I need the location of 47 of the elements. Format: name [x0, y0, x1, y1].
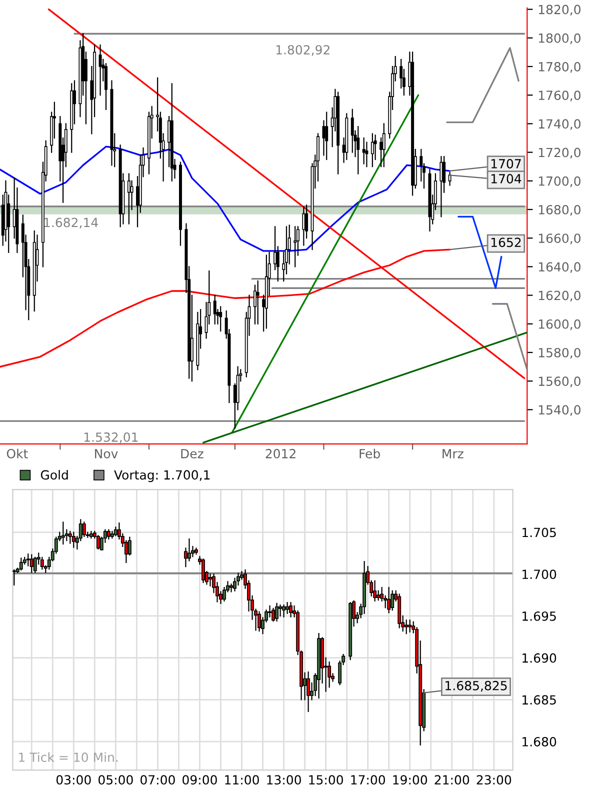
- y-tick-label: 1680,0: [538, 204, 580, 216]
- annotation: 1 Tick = 10 Min.: [19, 752, 118, 762]
- annotation: 1.802,92: [276, 45, 330, 56]
- annotation: 1704: [491, 174, 522, 184]
- x-tick-label: 07:00: [140, 775, 175, 785]
- x-tick-label: 2012: [266, 448, 296, 458]
- y-tick-label: 1820,0: [538, 4, 580, 16]
- annotation: 1652: [491, 238, 521, 248]
- x-tick-label: 15:00: [309, 775, 343, 785]
- y-tick-label: 1540,0: [538, 405, 580, 416]
- x-tick-label: 05:00: [98, 775, 133, 785]
- y-tick-label: 1.700: [522, 570, 556, 580]
- x-tick-label: 11:00: [225, 775, 259, 785]
- x-tick-label: 13:00: [267, 775, 301, 785]
- x-tick-label: Dez: [181, 449, 204, 458]
- x-tick-label: 09:00: [182, 775, 217, 785]
- y-tick-label: 1.705: [522, 528, 556, 538]
- x-tick-label: Feb: [360, 448, 380, 458]
- legend-label: Vortag: 1.700,1: [114, 470, 210, 482]
- y-tick-label: 1.680: [522, 737, 556, 746]
- x-tick-label: Mrz: [442, 449, 464, 458]
- x-tick-label: 23:00: [476, 775, 512, 785]
- y-tick-label: 1780,0: [538, 62, 580, 73]
- y-tick-label: 1720,0: [538, 148, 580, 159]
- x-tick-label: 03:00: [56, 775, 91, 785]
- annotation: 1.685,825: [446, 680, 507, 692]
- annotation: 1707: [491, 159, 521, 168]
- y-tick-label: 1640,0: [538, 262, 580, 273]
- annotation: 1.532,01: [84, 432, 138, 444]
- y-tick-label: 1760,0: [538, 90, 580, 102]
- y-tick-label: 1740,0: [538, 119, 580, 130]
- x-tick-label: Okt: [6, 448, 28, 458]
- x-tick-label: Nov: [95, 449, 118, 458]
- y-tick-label: 1580,0: [538, 348, 580, 359]
- y-tick-label: 1700,0: [538, 176, 580, 188]
- y-tick-label: 1620,0: [538, 290, 580, 302]
- x-tick-label: 17:00: [351, 775, 386, 785]
- y-tick-label: 1600,0: [538, 319, 580, 330]
- x-tick-label: 19:00: [393, 775, 428, 785]
- y-tick-label: 1800,0: [538, 33, 580, 44]
- legend-label: Gold: [40, 470, 68, 480]
- y-tick-label: 1.685: [522, 695, 556, 705]
- y-tick-label: 1660,0: [538, 234, 580, 244]
- y-tick-label: 1560,0: [538, 376, 580, 388]
- x-tick-label: 21:00: [434, 775, 470, 785]
- y-tick-label: 1.690: [522, 653, 556, 663]
- y-tick-label: 1.695: [522, 611, 556, 621]
